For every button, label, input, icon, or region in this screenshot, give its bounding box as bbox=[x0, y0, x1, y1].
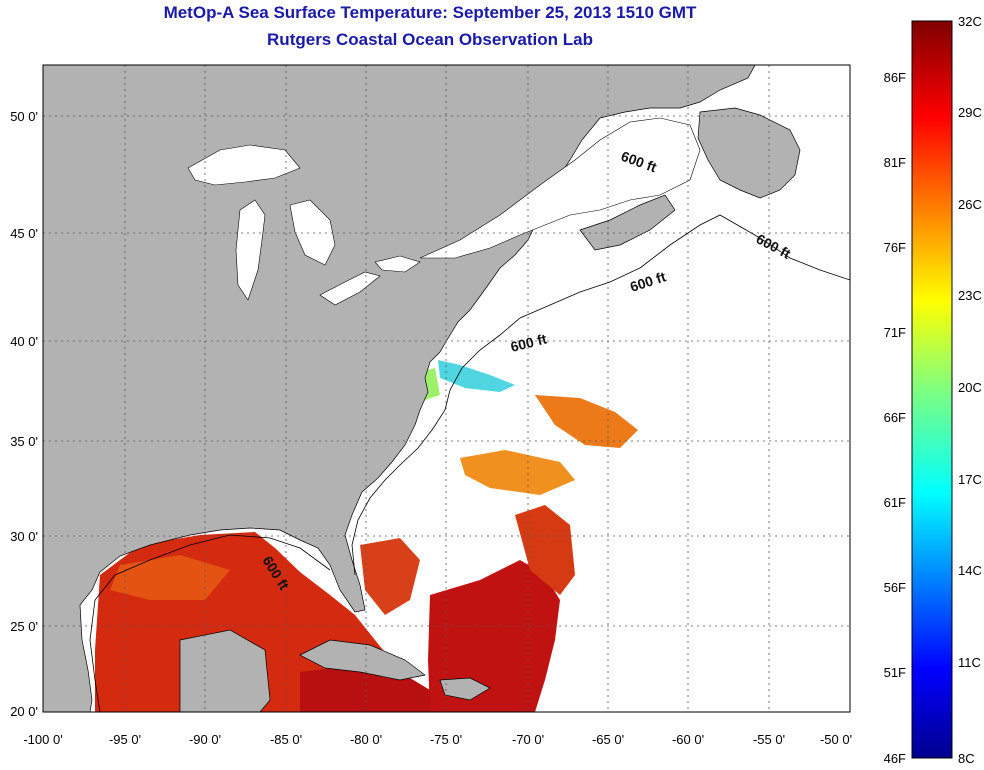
page-subtitle: Rutgers Coastal Ocean Observation Lab bbox=[267, 30, 593, 49]
isobath-600ft-line bbox=[89, 214, 850, 712]
colorbar-f-label: 81F bbox=[884, 155, 906, 170]
lake-superior bbox=[187, 144, 301, 186]
land-nova-scotia bbox=[579, 194, 676, 251]
y-tick-label: 45 0' bbox=[10, 226, 38, 241]
x-tick-label: -50 0' bbox=[820, 732, 852, 747]
sst-cold-shelf-patch bbox=[438, 360, 515, 392]
y-tick-label: 50 0' bbox=[10, 109, 38, 124]
plot-frame bbox=[42, 64, 851, 713]
lake-huron bbox=[289, 199, 336, 266]
sst-gulf-stream-patch bbox=[535, 395, 638, 448]
y-tick-label: 20 0' bbox=[10, 704, 38, 719]
x-tick-label: -100 0' bbox=[23, 732, 62, 747]
colorbar: 32C 29C 26C 23C 20C 17C 14C 11C 8C 86F 8… bbox=[884, 14, 982, 766]
x-tick-label: -90 0' bbox=[189, 732, 221, 747]
x-tick-label: -55 0' bbox=[753, 732, 785, 747]
lake-ontario bbox=[374, 255, 421, 273]
y-tick-label: 30 0' bbox=[10, 529, 38, 544]
colorbar-c-label: 17C bbox=[958, 472, 982, 487]
colorbar-f-label: 61F bbox=[884, 495, 906, 510]
y-axis: 50 0' 45 0' 40 0' 35 0' 30 0' 25 0' 20 0… bbox=[10, 109, 38, 719]
y-tick-label: 40 0' bbox=[10, 334, 38, 349]
x-axis: -100 0' -95 0' -90 0' -85 0' -80 0' -75 … bbox=[23, 732, 852, 747]
colorbar-f-label: 86F bbox=[884, 70, 906, 85]
colorbar-f-label: 56F bbox=[884, 580, 906, 595]
x-tick-label: -70 0' bbox=[512, 732, 544, 747]
x-tick-label: -65 0' bbox=[592, 732, 624, 747]
land-newfoundland bbox=[697, 107, 801, 199]
colorbar-c-label: 14C bbox=[958, 563, 982, 578]
colorbar-f-label: 66F bbox=[884, 410, 906, 425]
colorbar-c-label: 23C bbox=[958, 288, 982, 303]
y-tick-label: 25 0' bbox=[10, 619, 38, 634]
colorbar-c-label: 8C bbox=[958, 751, 975, 766]
colorbar-f-label: 51F bbox=[884, 665, 906, 680]
grid bbox=[43, 65, 850, 712]
x-tick-label: -95 0' bbox=[109, 732, 141, 747]
x-tick-label: -60 0' bbox=[672, 732, 704, 747]
colorbar-c-label: 11C bbox=[958, 655, 981, 670]
colorbar-c-label: 26C bbox=[958, 197, 982, 212]
x-tick-label: -80 0' bbox=[350, 732, 382, 747]
land-yucatan bbox=[179, 629, 271, 712]
land-hispaniola bbox=[439, 677, 491, 701]
lake-michigan bbox=[235, 199, 266, 301]
x-tick-label: -85 0' bbox=[270, 732, 302, 747]
page-title: MetOp-A Sea Surface Temperature: Septemb… bbox=[163, 3, 697, 22]
land-cuba bbox=[299, 639, 426, 681]
colorbar-c-label: 20C bbox=[958, 380, 982, 395]
colorbar-f-label: 46F bbox=[884, 751, 906, 766]
x-tick-label: -75 0' bbox=[430, 732, 462, 747]
sst-sargasso bbox=[428, 560, 560, 712]
sst-east-patch bbox=[515, 505, 575, 595]
y-tick-label: 35 0' bbox=[10, 434, 38, 449]
colorbar-f-label: 71F bbox=[884, 325, 906, 340]
lake-erie bbox=[319, 271, 381, 306]
sst-florida-strait bbox=[360, 538, 420, 615]
colorbar-gradient bbox=[911, 20, 953, 759]
sst-mid-atlantic-patch bbox=[460, 450, 575, 495]
colorbar-c-label: 32C bbox=[958, 14, 982, 29]
colorbar-f-label: 76F bbox=[884, 240, 906, 255]
land-north-america bbox=[43, 65, 756, 712]
colorbar-c-label: 29C bbox=[958, 105, 982, 120]
sst-gulf-warm-patch bbox=[110, 555, 230, 600]
